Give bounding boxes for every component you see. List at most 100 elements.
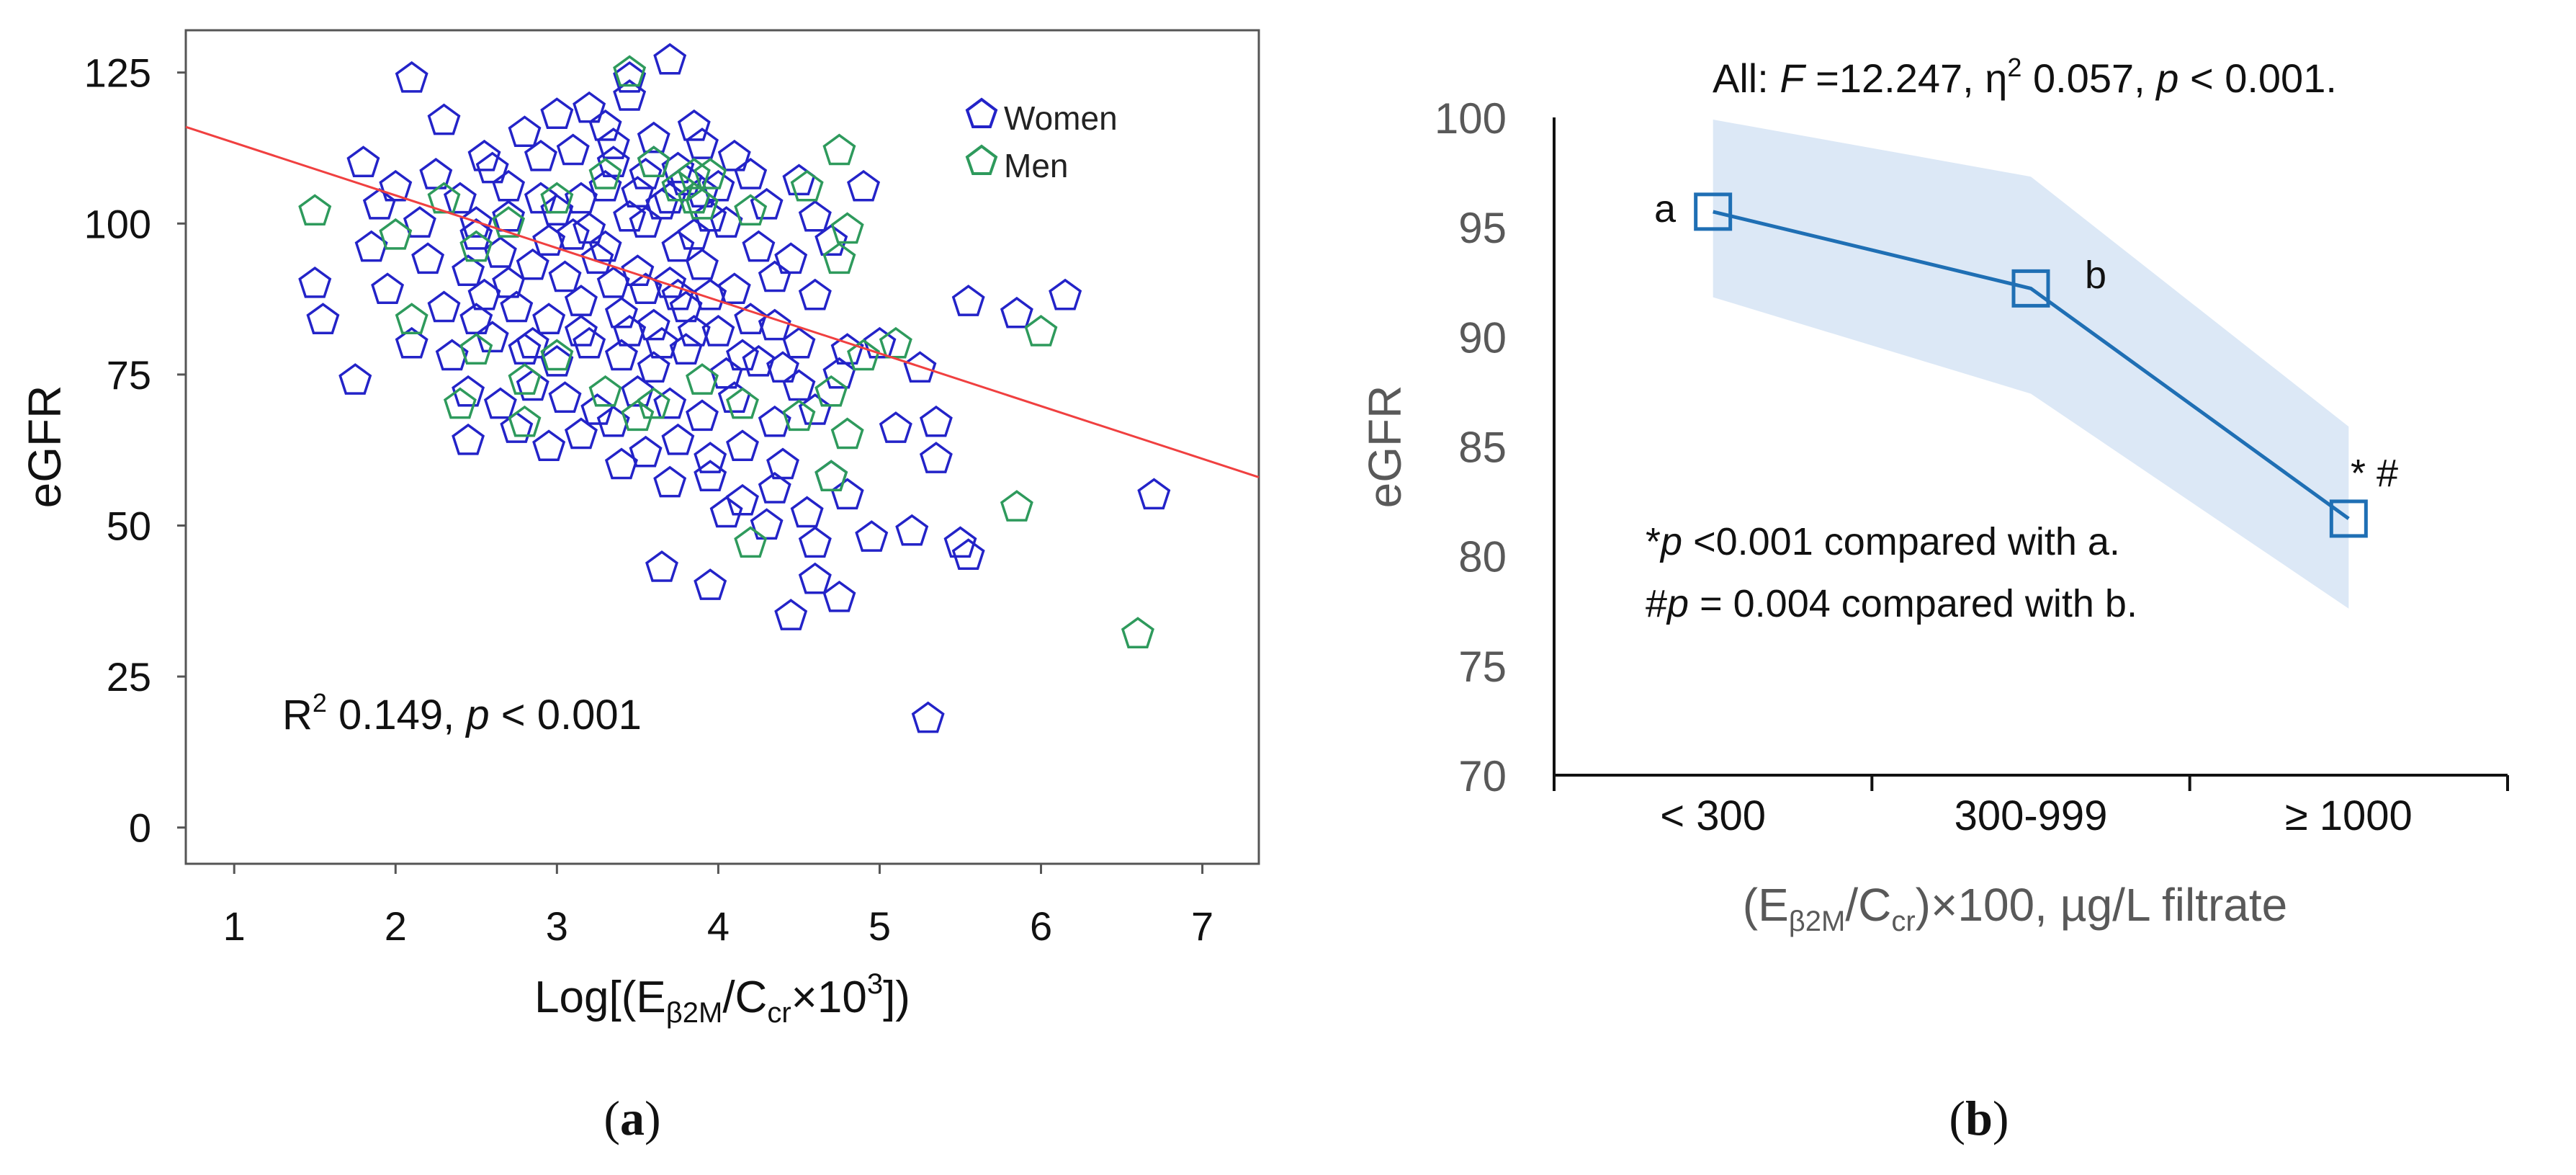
women-point (1049, 278, 1082, 310)
women-point (637, 121, 670, 153)
women-point (500, 411, 534, 443)
women-point (580, 393, 614, 425)
women-point (475, 321, 509, 353)
women-point (427, 103, 461, 135)
women-point (588, 230, 622, 262)
women-point (677, 218, 711, 250)
men-point (637, 387, 670, 419)
point-label-a: a (1654, 187, 1677, 231)
women-point (830, 478, 864, 510)
women-point (621, 375, 655, 407)
women-point (492, 169, 526, 202)
women-point (338, 363, 372, 395)
women-point (726, 483, 759, 516)
women-point (645, 550, 678, 582)
women-point (742, 344, 776, 377)
confidence-band (1713, 120, 2349, 609)
men-point (814, 375, 848, 407)
women-point (556, 133, 590, 166)
men-point (637, 146, 670, 177)
women-point (1000, 296, 1033, 329)
women-point (661, 278, 695, 310)
women-point (596, 266, 630, 298)
women-point (653, 465, 687, 498)
y-tick-label: 80 (1458, 533, 1507, 581)
men-point (540, 182, 574, 214)
men-point (726, 387, 759, 419)
men-point (1121, 617, 1154, 648)
women-point (346, 146, 380, 177)
women-point (709, 496, 743, 528)
legend-women-marker (965, 97, 998, 128)
women-point (621, 254, 655, 286)
women-point (774, 599, 808, 630)
women-point (452, 423, 485, 455)
women-point (677, 109, 711, 141)
women-point (500, 290, 534, 323)
women-point (629, 272, 663, 305)
men-point (822, 242, 856, 274)
x-axis-label-b: (Eβ2M/Ccr)×100, µg/L filtrate (1743, 879, 2287, 937)
x-tick-label: 4 (707, 903, 730, 949)
women-point (822, 357, 856, 389)
y-tick-label: 50 (107, 503, 151, 548)
women-point (362, 187, 396, 220)
note-a: *p <0.001 compared with a. (1646, 520, 2120, 563)
panel-a-label: (a) (603, 1091, 660, 1145)
x-category-label: < 300 (1660, 792, 1766, 839)
x-tick-label: 7 (1191, 903, 1213, 949)
women-point (742, 230, 776, 262)
women-point (596, 128, 630, 159)
women-point (686, 248, 719, 280)
y-tick-label: 75 (1458, 643, 1507, 691)
women-point (677, 315, 711, 347)
women-point (694, 568, 727, 600)
women-point (508, 115, 542, 148)
women-point (411, 242, 445, 274)
women-point (564, 315, 598, 347)
y-tick-label: 100 (84, 201, 151, 246)
y-tick-label: 25 (107, 654, 151, 700)
women-point (524, 182, 557, 214)
women-point (717, 272, 751, 305)
women-point (855, 520, 889, 552)
women-point (564, 417, 598, 450)
women-point (798, 526, 832, 558)
men-point (459, 333, 493, 365)
women-point (758, 405, 791, 437)
y-tick-label: 85 (1458, 424, 1507, 472)
panel-b-label: (b) (1949, 1091, 2009, 1145)
men-point (661, 169, 695, 202)
x-tick-label: 5 (869, 903, 891, 949)
women-point (1137, 478, 1171, 510)
legend-men-marker (965, 144, 998, 175)
men-point (677, 158, 711, 189)
women-point (694, 200, 727, 232)
point-label-c: * # (2351, 452, 2398, 495)
y-tick-label: 0 (129, 805, 151, 851)
women-point (452, 254, 485, 286)
women-point (621, 176, 655, 207)
men-point (492, 206, 526, 238)
men-point (847, 339, 881, 371)
women-point (637, 351, 670, 383)
men-point (686, 363, 719, 395)
x-category-label: ≥ 1000 (2285, 792, 2413, 839)
women-point (758, 308, 791, 341)
men-point (395, 303, 428, 334)
women-point (516, 248, 549, 280)
women-point (766, 351, 799, 383)
women-point (452, 375, 485, 407)
women-point (895, 514, 929, 546)
women-point (653, 387, 687, 419)
women-point (483, 387, 517, 419)
women-point (798, 278, 832, 310)
men-point (540, 339, 574, 371)
women-point (814, 224, 848, 256)
men-point (459, 230, 493, 262)
women-point (524, 139, 557, 171)
y-tick-label: 100 (1435, 94, 1507, 143)
women-point (637, 308, 670, 341)
y-tick-label: 75 (107, 352, 151, 398)
